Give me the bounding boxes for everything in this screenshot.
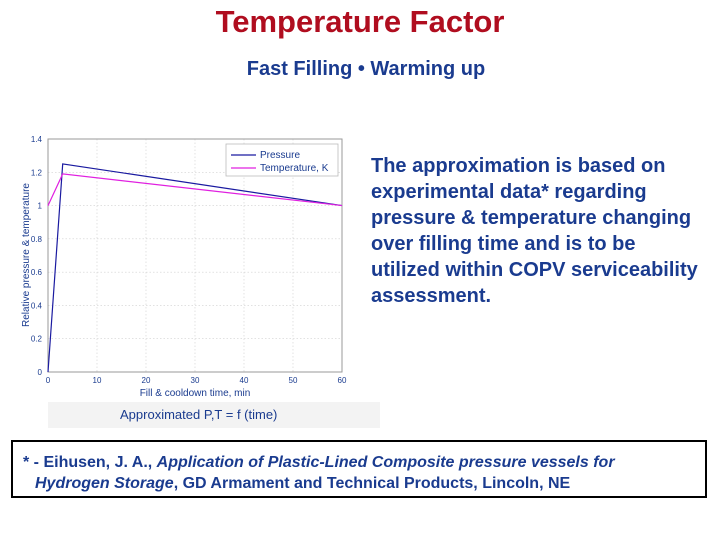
- x-tick-label: 10: [93, 376, 102, 385]
- chart-container: 0 0.2 0.4 0.6 0.8 1 1.2 1.4 0 10 20 30 40 50 60 Relat…: [18, 130, 360, 430]
- line-chart: 0 0.2 0.4 0.6 0.8 1 1.2 1.4 0 10 20 30 40 50 60 Relat…: [21, 135, 347, 399]
- x-tick-label: 50: [289, 376, 298, 385]
- x-axis-label: Fill & cooldown time, min: [140, 388, 251, 399]
- y-tick-label: 0: [38, 368, 43, 377]
- y-tick-label: 0.2: [31, 335, 43, 344]
- legend: Pressure Temperature, K: [225, 143, 339, 177]
- y-tick-label: 1: [38, 202, 43, 211]
- pressure-line: [47, 163, 343, 373]
- x-tick-label: 60: [338, 376, 347, 385]
- reference-prefix: * - Eihusen, J. A.,: [23, 454, 157, 471]
- y-tick-label: 0.8: [31, 235, 43, 244]
- legend-pressure-label: Pressure: [260, 150, 300, 161]
- reference-suffix: , GD Armament and Technical Products, Li…: [173, 475, 571, 492]
- y-tick-label: 1.4: [31, 135, 43, 144]
- x-ticks: 0 10 20 30 40 50 60: [46, 376, 347, 385]
- y-axis-label: Relative pressure & temperature: [21, 183, 32, 327]
- series: [47, 163, 343, 373]
- plot-area-frame: [47, 138, 343, 373]
- reference-line2: Hydrogen Storage, GD Armament and Techni…: [23, 473, 705, 494]
- page-title: Temperature Factor: [215, 4, 505, 39]
- x-tick-label: 0: [46, 376, 51, 385]
- x-tick-label: 20: [142, 376, 151, 385]
- y-tick-label: 1.2: [31, 168, 43, 177]
- page-subtitle: Fast Filling • Warming up: [246, 58, 486, 80]
- x-tick-label: 30: [191, 376, 200, 385]
- y-tick-label: 0.6: [31, 268, 43, 277]
- reference-title-part1: Application of Plastic-Lined Composite p…: [156, 454, 615, 471]
- chart-caption: Approximated P,T = f (time): [48, 402, 380, 428]
- legend-temperature-label: Temperature, K: [260, 163, 329, 174]
- x-tick-label: 40: [240, 376, 249, 385]
- y-ticks: 0 0.2 0.4 0.6 0.8 1 1.2 1.4: [31, 135, 43, 377]
- description-text: The approximation is based on experiment…: [371, 155, 698, 307]
- y-tick-label: 0.4: [31, 301, 43, 310]
- temperature-line: [47, 173, 343, 207]
- reference-title-part2: Hydrogen Storage: [35, 475, 174, 492]
- legend-box: [225, 143, 339, 177]
- reference-box: * - Eihusen, J. A., Application of Plast…: [11, 440, 707, 498]
